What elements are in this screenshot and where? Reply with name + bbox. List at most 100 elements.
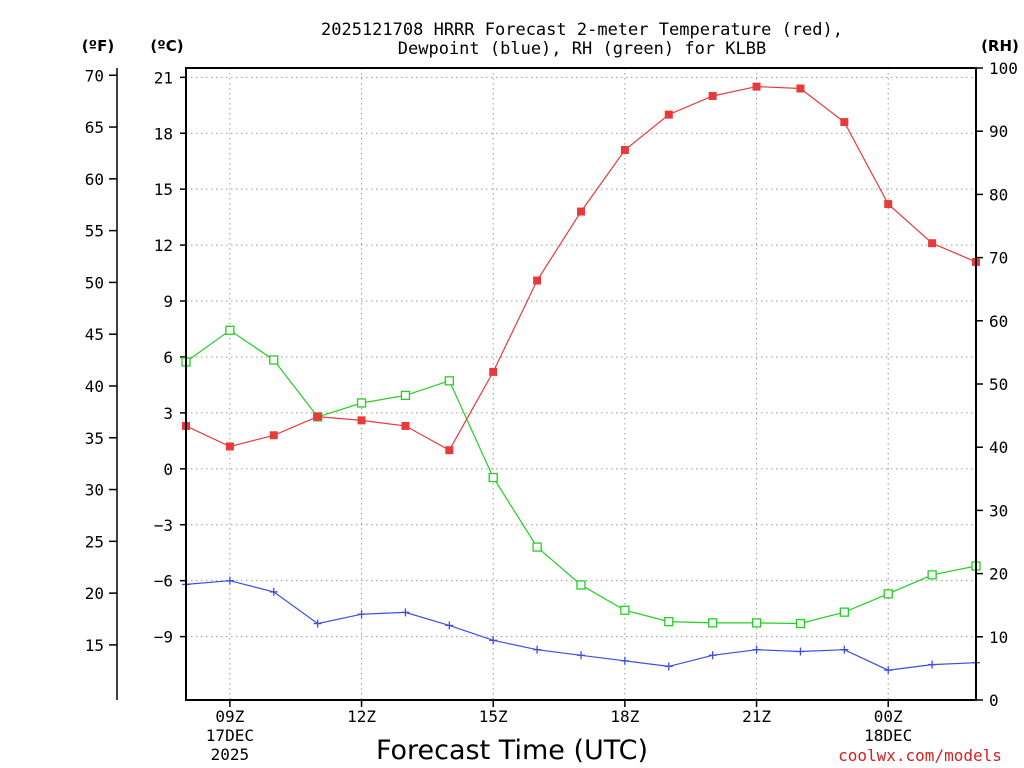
2-meter-temperature-point: [577, 207, 585, 216]
2-meter-temperature-line: [185, 85, 977, 452]
x-axis-label: Forecast Time (UTC): [376, 735, 648, 766]
2-meter-temperature-point: [225, 442, 234, 451]
rh-point: [269, 355, 279, 365]
grid-lines: [186, 68, 976, 700]
celsius-tick-label: 15: [154, 180, 173, 199]
dewpoint-point: [489, 636, 498, 645]
2-meter-temperature-point: [796, 84, 805, 93]
time-tick-label: 09Z: [215, 707, 244, 726]
rh-tick-label: 40: [989, 438, 1008, 457]
2-meter-temperature-point: [269, 431, 278, 440]
chart-title-line2: Dewpoint (blue), RH (green) for KLBB: [398, 39, 766, 59]
2-meter-temperature-point: [708, 91, 717, 100]
2-meter-temperature-series: [182, 82, 980, 455]
dewpoint-point: [269, 587, 278, 596]
rh-tick-label: 70: [989, 249, 1008, 268]
celsius-tick-label: −6: [154, 572, 173, 591]
fahrenheit-tick-label: 35: [85, 429, 104, 448]
celsius-tick-label: 12: [154, 236, 173, 255]
rh-tick-label: 0: [989, 691, 999, 710]
fahrenheit-unit-label: (ºF): [82, 37, 114, 55]
celsius-unit-label: (ºC): [150, 37, 183, 55]
fahrenheit-tick-label: 50: [85, 273, 104, 292]
fahrenheit-tick-label: 60: [85, 170, 104, 189]
fahrenheit-tick-label: 25: [85, 532, 104, 551]
rh-tick-label: 20: [989, 565, 1008, 584]
celsius-tick-label: 21: [154, 68, 173, 87]
dewpoint-point: [840, 645, 849, 654]
celsius-tick-label: 9: [163, 292, 173, 311]
time-tick-label: 12Z: [347, 707, 376, 726]
time-tick-label: 15Z: [479, 707, 508, 726]
rh-point: [795, 618, 806, 629]
rh-line: [185, 329, 977, 625]
rh-tick-label: 90: [989, 122, 1008, 141]
dewpoint-point: [357, 610, 366, 619]
celsius-tick-label: 6: [163, 348, 173, 367]
fahrenheit-tick-label: 40: [85, 377, 104, 396]
dewpoint-point: [708, 651, 717, 660]
rh-tick-label: 10: [989, 628, 1008, 647]
rh-point: [839, 607, 849, 617]
rh-point: [225, 325, 235, 335]
dewpoint-point: [752, 645, 761, 654]
time-tick-label: 00Z: [874, 707, 903, 726]
2-meter-temperature-point: [840, 118, 849, 127]
rh-tick-label: 60: [989, 312, 1008, 331]
credit-link[interactable]: coolwx.com/models: [838, 746, 1002, 765]
2-meter-temperature-point: [313, 412, 322, 421]
time-tick-label: 2025: [211, 745, 250, 764]
fahrenheit-tick-label: 30: [85, 481, 104, 500]
time-tick-label: 17DEC: [206, 726, 254, 745]
rh-series: [181, 325, 981, 629]
rh-point: [664, 616, 674, 627]
fahrenheit-tick-label: 70: [85, 66, 104, 85]
2-meter-temperature-point: [357, 416, 366, 425]
time-tick-label: 18DEC: [864, 726, 912, 745]
2-meter-temperature-point: [664, 110, 673, 119]
rh-unit-label: (RH): [981, 37, 1019, 55]
2-meter-temperature-point: [533, 276, 542, 285]
fahrenheit-axis: 70 65 60 55 50 45 40 35 30 25 20 15: [85, 66, 117, 655]
dewpoint-point: [401, 608, 410, 617]
rh-tick-label: 100: [989, 59, 1018, 78]
dewpoint-point: [796, 647, 805, 656]
time-tick-label: 18Z: [610, 707, 639, 726]
celsius-tick-label: −3: [154, 516, 173, 535]
dewpoint-point: [313, 619, 322, 628]
fahrenheit-tick-label: 55: [85, 222, 104, 241]
celsius-tick-label: 0: [163, 460, 173, 479]
2-meter-temperature-point: [620, 146, 629, 155]
celsius-axis: 21 18 15 12 9 6 3 0 −3 −6 −9: [154, 68, 186, 647]
fahrenheit-tick-label: 45: [85, 325, 104, 344]
dewpoint-point: [928, 660, 937, 669]
rh-point: [400, 390, 411, 401]
plot-frame: [185, 67, 977, 701]
rh-tick-label: 50: [989, 375, 1008, 394]
rh-point: [444, 376, 454, 386]
celsius-tick-label: 3: [163, 404, 173, 423]
chart-title-line1: 2025121708 HRRR Forecast 2-meter Tempera…: [321, 20, 843, 40]
fahrenheit-tick-label: 65: [85, 118, 104, 137]
rh-point: [576, 580, 586, 590]
2-meter-temperature-point: [884, 200, 893, 209]
rh-point: [356, 398, 367, 408]
rh-point: [883, 589, 893, 599]
time-tick-label: 21Z: [742, 707, 771, 726]
celsius-tick-label: −9: [154, 628, 173, 647]
dewpoint-point: [225, 576, 234, 585]
fahrenheit-tick-label: 20: [85, 584, 104, 603]
rh-point: [488, 472, 498, 483]
rh-tick-label: 30: [989, 501, 1008, 520]
2-meter-temperature-point: [401, 421, 410, 430]
rh-point: [927, 570, 937, 580]
rh-tick-label: 80: [989, 185, 1008, 204]
2-meter-temperature-point: [752, 82, 761, 91]
dewpoint-point: [620, 656, 629, 665]
rh-point: [751, 618, 762, 628]
rh-point: [532, 542, 542, 552]
rh-point: [620, 605, 630, 615]
